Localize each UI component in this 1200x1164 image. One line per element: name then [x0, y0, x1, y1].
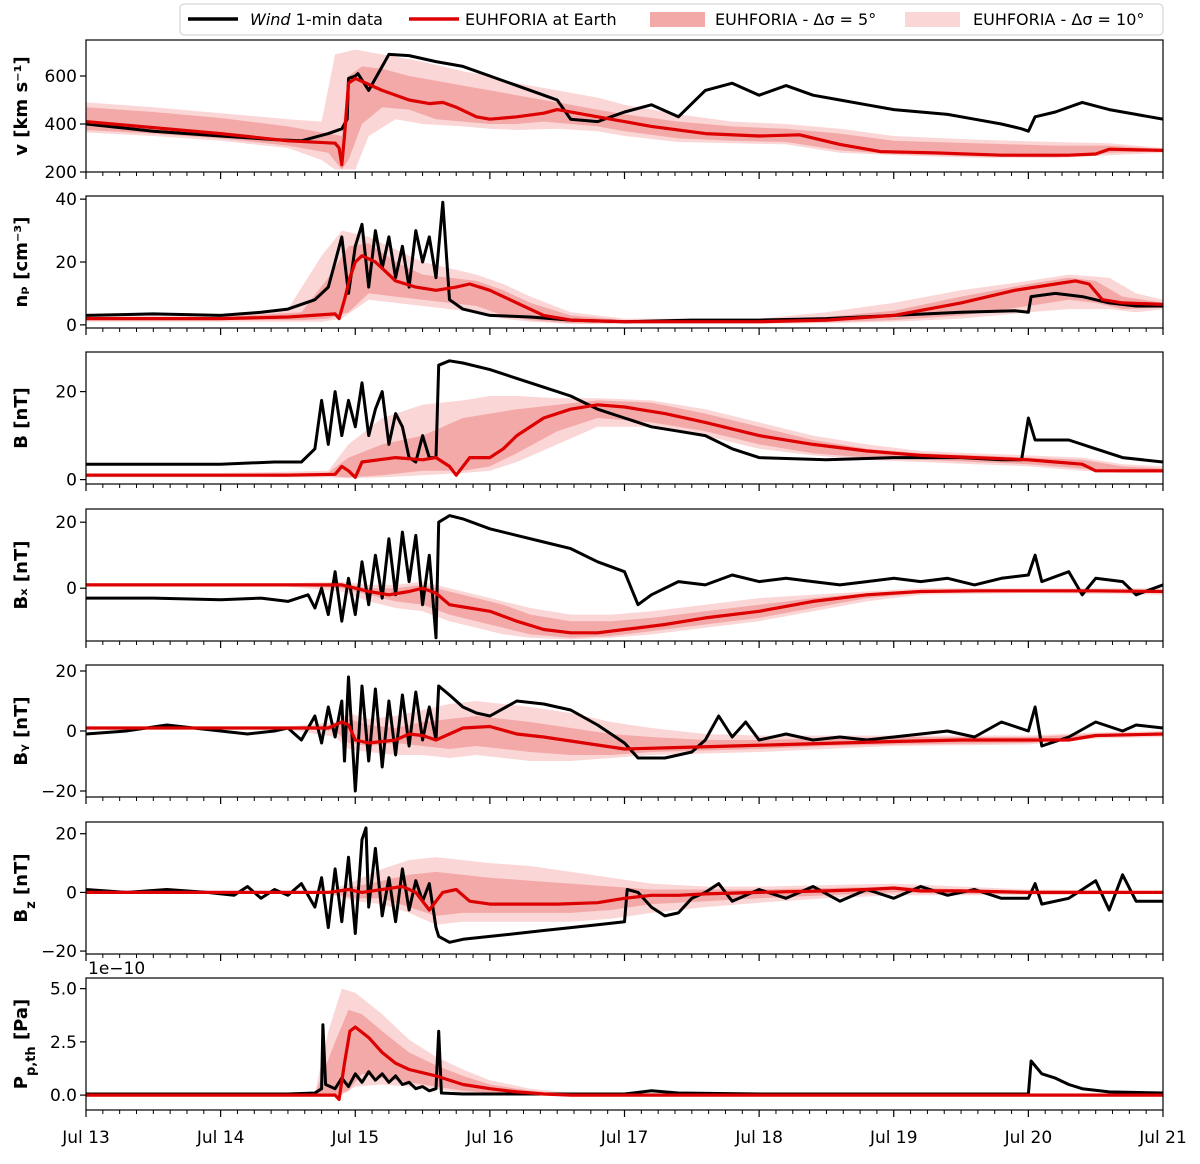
- ytick-label-np-1: 20: [55, 253, 77, 273]
- wind-line-Bz: [86, 826, 1163, 944]
- band5-Bx: [86, 583, 1163, 638]
- ylabel-main: P: [11, 1076, 32, 1089]
- ylabel-P: Pp,th [Pa]: [11, 999, 39, 1090]
- xtick-label-2: Jul 15: [330, 1128, 379, 1148]
- ylabel-sub: z: [24, 901, 39, 909]
- ytick-label-By-0: −20: [41, 782, 77, 802]
- legend: Wind 1-min data EUHFORIA at Earth EUHFORIA…: [179, 3, 1164, 36]
- model-line-Bx: [86, 583, 1163, 635]
- xtick-label-8: Jul 21: [1138, 1128, 1187, 1148]
- model-line-Bz: [86, 884, 1163, 912]
- model-line-B: [86, 403, 1163, 479]
- ylabel-rest: [nT]: [11, 853, 32, 901]
- ytick-label-Bz-1: 0: [66, 883, 77, 903]
- legend-entry-1: EUHFORIA at Earth: [409, 10, 617, 29]
- xtick-label-1: Jul 14: [196, 1128, 245, 1148]
- xtick-label-5: Jul 18: [734, 1128, 783, 1148]
- panel-v: 200 400 600 v [km s⁻¹]: [11, 39, 1164, 183]
- ytick-label-v-1: 400: [45, 115, 77, 135]
- band5-Bz: [86, 871, 1163, 916]
- ylabel-main: B: [11, 909, 32, 923]
- panel-Bx: 0 20 Bₓ [nT]: [11, 508, 1164, 648]
- ytick-label-P-2: 5.0: [50, 980, 77, 1000]
- legend-label-italic: Wind: [250, 10, 291, 29]
- wind-line-By: [86, 675, 1163, 793]
- ylabel-By: Bᵧ [nT]: [11, 696, 32, 765]
- ytick-label-B-0: 0: [66, 471, 77, 491]
- ytick-label-v-2: 600: [45, 67, 77, 87]
- panel-By: −20 0 20 Bᵧ [nT]: [11, 662, 1164, 804]
- ytick-label-B-1: 20: [55, 383, 77, 403]
- panel-P: 0.0 2.5 5.0 Pp,th [Pa] 1e−10: [11, 959, 1164, 1117]
- xtick-label-3: Jul 16: [465, 1128, 514, 1148]
- band5-v: [86, 66, 1163, 170]
- band5-P: [86, 1009, 1163, 1096]
- ytick-label-np-0: 0: [66, 316, 77, 336]
- legend-label-3: EUHFORIA - Δσ = 10°: [973, 10, 1144, 29]
- ytick-label-P-1: 2.5: [50, 1033, 77, 1053]
- legend-label-2: EUHFORIA - Δσ = 5°: [715, 10, 876, 29]
- panel-B: 0 20 B [nT]: [11, 351, 1164, 491]
- model-line-P: [86, 1025, 1163, 1101]
- band5-By: [86, 716, 1163, 755]
- ylabel-np: nₚ [cm⁻³]: [11, 217, 32, 308]
- ylabel-rest: [Pa]: [11, 999, 32, 1047]
- ylabel-B: B [nT]: [11, 387, 32, 449]
- band5-B: [86, 400, 1163, 478]
- plot-area-P: [86, 988, 1163, 1101]
- wind-line-np: [86, 200, 1163, 324]
- ytick-label-By-1: 0: [66, 722, 77, 742]
- xtick-label-7: Jul 20: [1004, 1128, 1053, 1148]
- legend-swatch-band: [905, 12, 960, 27]
- plot-area-Bx: [86, 514, 1163, 640]
- legend-entry-3: EUHFORIA - Δσ = 10°: [905, 10, 1144, 29]
- ylabel-Bz: Bz [nT]: [11, 853, 39, 922]
- ytick-label-P-0: 0.0: [50, 1086, 77, 1106]
- plot-area-B: [86, 359, 1163, 479]
- ytick-label-Bz-2: 20: [55, 825, 77, 845]
- plot-area-By: [86, 675, 1163, 793]
- plot-area-np: [86, 200, 1163, 324]
- panel-np: 0 20 40 nₚ [cm⁻³]: [11, 190, 1164, 336]
- ylabel-Bx: Bₓ [nT]: [11, 541, 32, 610]
- ylabel-sub: p,th: [24, 1046, 39, 1076]
- legend-label-0: Wind 1-min data: [250, 10, 383, 29]
- model-line-np: [86, 254, 1163, 324]
- legend-label-1: EUHFORIA at Earth: [465, 10, 617, 29]
- model-line-By: [86, 720, 1163, 751]
- legend-entry-2: EUHFORIA - Δσ = 5°: [650, 10, 876, 29]
- band10-By: [86, 701, 1163, 761]
- ytick-label-np-2: 40: [55, 190, 77, 210]
- xtick-label-0: Jul 13: [61, 1128, 110, 1148]
- ytick-label-By-2: 20: [55, 662, 77, 682]
- wind-line-Bx: [86, 514, 1163, 640]
- ytick-label-Bx-0: 0: [66, 579, 77, 599]
- ytick-label-v-0: 200: [45, 163, 77, 183]
- xtick-label-4: Jul 17: [600, 1128, 649, 1148]
- ytick-label-Bz-0: −20: [41, 942, 77, 962]
- offset-label-P: 1e−10: [88, 959, 145, 979]
- ylabel-v: v [km s⁻¹]: [11, 56, 32, 156]
- legend-label-rest: 1-min data: [291, 10, 383, 29]
- ytick-label-Bx-1: 20: [55, 513, 77, 533]
- panel-Bz: −20 0 20 Bz [nT]: [11, 821, 1164, 962]
- plot-area-Bz: [86, 826, 1163, 944]
- band10-P: [86, 988, 1163, 1096]
- band10-Bx: [86, 581, 1163, 640]
- legend-swatch-band: [650, 12, 705, 27]
- legend-entry-0: Wind 1-min data: [188, 10, 383, 29]
- xtick-label-6: Jul 19: [869, 1128, 918, 1148]
- frame-P: [85, 977, 1164, 1111]
- model-line-v: [86, 76, 1163, 167]
- plot-area-v: [86, 49, 1163, 170]
- wind-line-P: [86, 1023, 1163, 1096]
- x-axis-labels: Jul 13 Jul 14 Jul 15 Jul 16 Jul 17 Jul 18 Jul …: [61, 1128, 1187, 1148]
